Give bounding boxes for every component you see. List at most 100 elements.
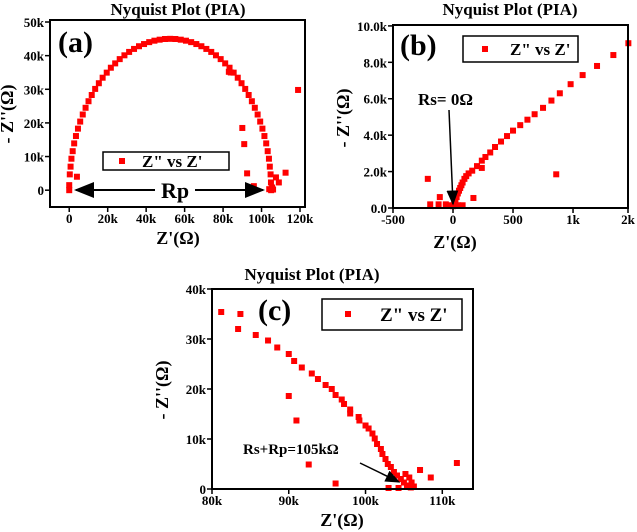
x-tick-label: 20k: [98, 211, 119, 226]
x-tick-label: 100k: [248, 211, 276, 226]
data-point: [285, 393, 292, 399]
data-point: [66, 171, 73, 178]
data-point: [131, 45, 138, 52]
data-series: [218, 309, 460, 491]
data-point: [365, 425, 372, 432]
x-tick-label: 120k: [287, 211, 315, 226]
data-point: [275, 179, 282, 186]
data-point: [291, 358, 298, 364]
data-point: [305, 461, 312, 468]
data-point: [141, 41, 148, 48]
x-tick-label: -500: [381, 212, 405, 227]
data-point: [274, 344, 281, 351]
data-point: [459, 202, 466, 209]
chart-title: Nyquist Plot (PIA): [244, 265, 379, 284]
data-point: [82, 104, 89, 111]
data-point: [435, 201, 442, 208]
data-point: [436, 194, 443, 201]
rs-rp-arrow: [359, 462, 401, 483]
legend: Z" vs Z': [102, 151, 230, 171]
data-point: [272, 174, 279, 181]
data-point: [403, 482, 410, 489]
legend-marker: [119, 158, 125, 164]
data-point: [95, 80, 102, 87]
x-axis-label: Z'(Ω): [433, 232, 476, 253]
data-point: [548, 97, 555, 104]
axes-frame: [49, 19, 306, 208]
data-point: [504, 133, 511, 140]
plot-area: 0 20k 40k 60k 80k 100k 120k 0 10k 20k 30k 40k 50k: [24, 15, 314, 226]
data-point: [453, 460, 460, 466]
data-point: [92, 85, 99, 92]
data-point: [341, 401, 348, 407]
x-axis-label: Z'(Ω): [320, 510, 363, 531]
x-tick-label: 60k: [174, 211, 195, 226]
data-point: [72, 133, 79, 140]
data-point: [116, 56, 123, 63]
data-point: [259, 125, 266, 132]
data-point: [377, 446, 384, 452]
data-point: [295, 86, 302, 93]
data-point: [177, 36, 184, 43]
data-point: [556, 90, 563, 97]
data-point: [594, 62, 601, 69]
data-point: [417, 467, 424, 473]
y-axis-label: - Z''(Ω): [152, 361, 173, 420]
y-axis-label: - Z''(Ω): [0, 85, 18, 144]
legend-marker: [345, 311, 351, 317]
data-point: [257, 118, 264, 125]
data-point: [517, 122, 524, 129]
data-point: [172, 36, 179, 43]
data-point: [406, 474, 413, 481]
x-tick-label: 0: [66, 211, 73, 226]
rs-annotation: Rs= 0Ω: [418, 90, 473, 206]
y-tick-label: 40k: [24, 49, 45, 64]
data-point: [151, 37, 158, 44]
y-tick-label: 8.0k: [364, 55, 388, 70]
data-point: [478, 157, 485, 164]
data-point: [67, 163, 74, 170]
y-tick-label: 0.0: [371, 201, 387, 216]
data-point: [531, 111, 538, 118]
data-point: [332, 480, 339, 487]
data-point: [270, 186, 277, 193]
data-point: [126, 48, 133, 55]
data-point: [610, 52, 617, 59]
rs-arrow: [446, 109, 459, 206]
x-tick-label: 80k: [213, 211, 234, 226]
y-tick-label: 10k: [186, 432, 207, 447]
data-point: [68, 155, 75, 162]
panel-a: Nyquist Plot (PIA) Z'(Ω) - Z''(Ω) 0 20k 40…: [0, 0, 314, 249]
y-tick-label: 20k: [186, 382, 207, 397]
data-point: [66, 187, 73, 194]
data-point: [73, 173, 80, 180]
legend-label: Z" vs Z': [142, 152, 202, 171]
x-tick-label: 2k: [621, 212, 636, 227]
rp-annotation: Rp: [74, 178, 265, 203]
data-point: [263, 140, 270, 147]
y-tick-label: 40k: [186, 282, 207, 297]
data-point: [212, 52, 219, 59]
data-point: [71, 140, 78, 147]
data-point: [322, 382, 329, 388]
rp-label: Rp: [161, 178, 189, 203]
data-point: [217, 56, 224, 63]
data-point: [241, 141, 248, 148]
data-point: [156, 36, 163, 43]
data-point: [265, 337, 272, 344]
data-point: [85, 98, 92, 105]
data-point: [107, 64, 114, 71]
legend-box: [102, 151, 230, 171]
plot-area: -500 0 500 1k 2k 0.0 2.0k 4.0k 6.0k 8.0k 10.0k: [357, 19, 636, 227]
data-point: [252, 332, 259, 338]
data-point: [397, 476, 404, 482]
data-point: [245, 92, 252, 99]
axes-frame: [392, 24, 629, 209]
data-point: [188, 39, 195, 46]
panel-label: (b): [400, 29, 437, 62]
x-tick-label: 0: [450, 212, 457, 227]
data-point: [203, 45, 210, 52]
legend: Z" vs Z': [321, 298, 463, 331]
data-point: [88, 92, 95, 99]
data-point: [264, 148, 271, 155]
